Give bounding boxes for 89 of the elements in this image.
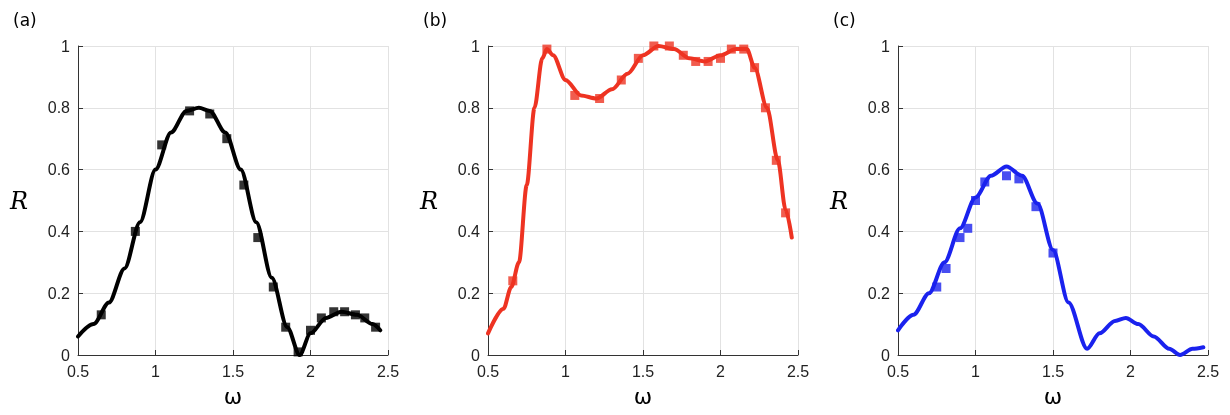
y-axis-title: R (828, 186, 848, 215)
x-tick-label: 0.5 (66, 362, 90, 380)
y-tick-label: 0.4 (867, 222, 891, 240)
point (1031, 202, 1041, 212)
point (371, 322, 381, 332)
point (781, 208, 791, 218)
point (1048, 248, 1058, 258)
point (616, 75, 626, 85)
point (329, 307, 339, 317)
point (239, 180, 249, 190)
x-axis-title: ω (223, 383, 243, 409)
point (760, 103, 770, 113)
y-tick-label: 0.2 (457, 284, 481, 302)
point (649, 41, 659, 51)
point (205, 109, 215, 119)
point (185, 106, 195, 116)
point (157, 140, 167, 150)
x-tick-label: 1 (561, 362, 571, 380)
x-tick-label: 1.5 (1041, 362, 1065, 380)
point (542, 44, 552, 54)
x-axis-title: ω (633, 383, 653, 409)
x-tick-label: 1.5 (221, 362, 245, 380)
point (508, 276, 518, 286)
point (941, 263, 951, 273)
y-tick-label: 0.8 (457, 99, 481, 117)
x-axis-title: ω (1043, 383, 1063, 409)
x-tick-label: 2.5 (786, 362, 810, 380)
y-tick-label: 0 (61, 346, 71, 364)
y-tick-label: 0.6 (867, 161, 891, 179)
point (253, 233, 263, 243)
y-tick-label: 1 (471, 37, 481, 55)
y-tick-label: 1 (881, 37, 891, 55)
x-tick-label: 2 (306, 362, 316, 380)
point (268, 282, 278, 292)
point (1002, 171, 1011, 181)
point (1014, 174, 1024, 184)
point (971, 196, 980, 205)
chart-title: (b) (423, 9, 448, 30)
point (963, 223, 973, 233)
point (222, 134, 232, 144)
x-tick-label: 1 (971, 362, 981, 380)
point (703, 56, 713, 66)
x-tick-label: 2 (716, 362, 726, 380)
point (980, 177, 990, 187)
point (633, 53, 643, 63)
point (750, 63, 760, 73)
point (955, 233, 965, 243)
point (595, 94, 605, 104)
point (316, 313, 326, 323)
line-series (76, 105, 383, 357)
y-axis-title: R (418, 186, 438, 215)
x-tick-label: 2.5 (1196, 362, 1220, 380)
y-tick-label: 0.8 (47, 99, 71, 117)
point (932, 282, 942, 292)
point (726, 44, 736, 54)
point (130, 226, 140, 236)
y-tick-label: 0.4 (47, 222, 71, 240)
point (570, 90, 580, 100)
chart-title: (c) (833, 9, 856, 30)
point (293, 347, 303, 357)
y-tick-label: 0.6 (47, 161, 71, 179)
point (96, 310, 106, 320)
point (771, 155, 781, 165)
y-tick-label: 0.2 (47, 284, 71, 302)
x-tick-label: 2 (1126, 362, 1136, 380)
y-axis-title: R (8, 186, 28, 215)
point (664, 41, 674, 51)
chart-title: (a) (13, 9, 37, 30)
x-tick-label: 1 (151, 362, 161, 380)
point (360, 313, 370, 323)
point (716, 53, 725, 63)
point (678, 50, 688, 60)
point (739, 44, 749, 54)
point (691, 56, 701, 66)
y-tick-label: 0 (881, 346, 891, 364)
y-tick-label: 0.6 (457, 161, 481, 179)
y-tick-label: 1 (61, 37, 71, 55)
x-tick-label: 1.5 (631, 362, 655, 380)
y-tick-label: 0.4 (457, 222, 481, 240)
point (281, 322, 291, 332)
point (350, 310, 360, 320)
y-tick-label: 0 (471, 346, 481, 364)
point (306, 325, 315, 335)
x-tick-label: 0.5 (476, 362, 500, 380)
point (340, 307, 350, 317)
x-tick-label: 2.5 (376, 362, 400, 380)
y-tick-label: 0.2 (867, 284, 891, 302)
y-tick-label: 0.8 (867, 99, 891, 117)
x-tick-label: 0.5 (886, 362, 910, 380)
